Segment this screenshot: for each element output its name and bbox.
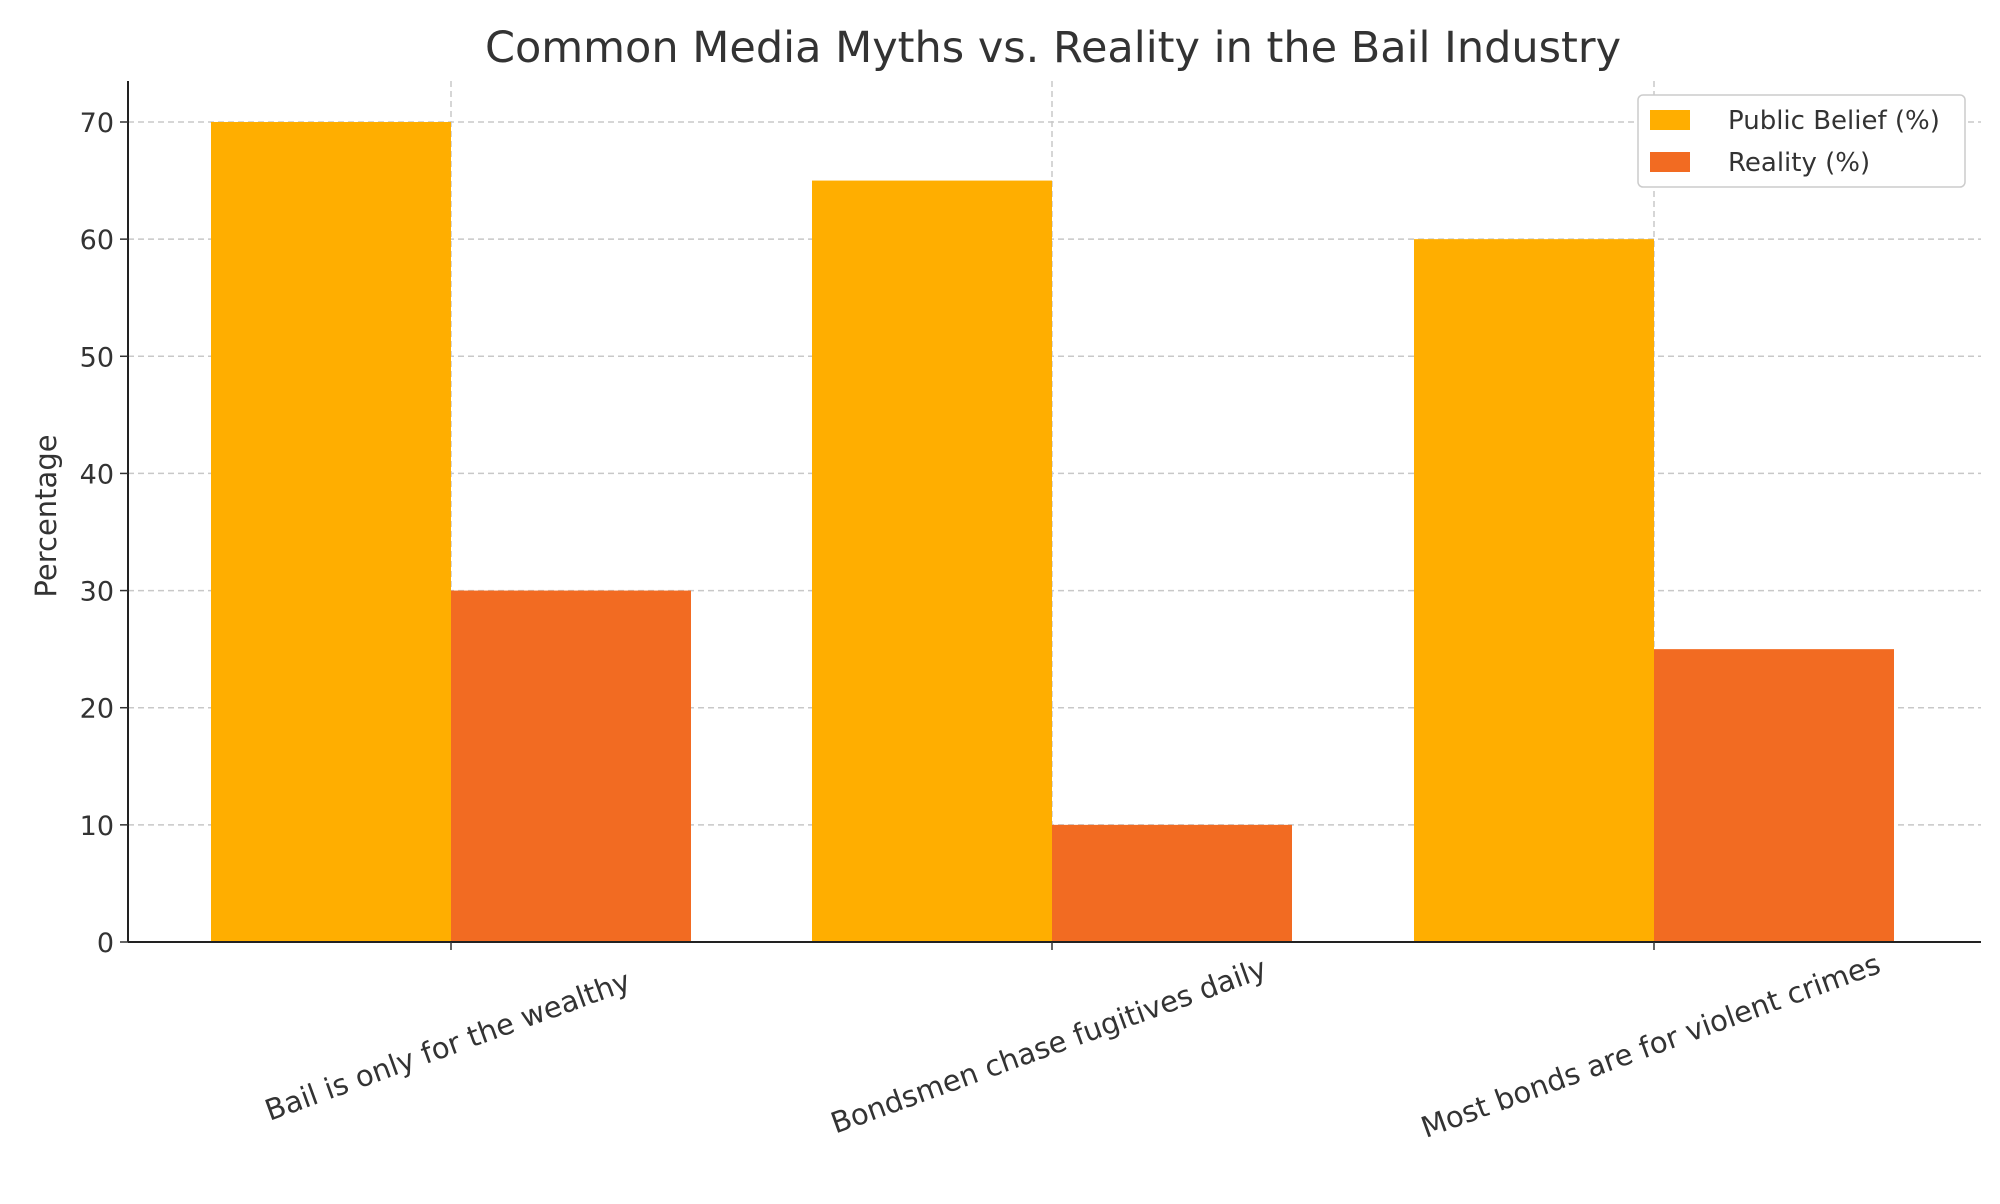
- legend-swatch: [1650, 110, 1690, 130]
- x-tick-label: Most bonds are for violent crimes: [1416, 947, 1884, 1145]
- y-tick-label: 20: [80, 694, 114, 725]
- bar-reality: [1654, 649, 1894, 942]
- y-tick-label: 0: [97, 928, 114, 959]
- legend-box: [1637, 94, 1966, 188]
- bar-public-belief: [1414, 239, 1654, 943]
- y-tick-label: 10: [80, 811, 114, 842]
- y-tick-label: 30: [80, 577, 114, 608]
- y-ticks: 0 10 20 30 40 50 60 70: [80, 108, 128, 959]
- legend-swatch: [1650, 152, 1690, 172]
- bar-reality: [1052, 824, 1292, 942]
- bar-reality: [451, 590, 691, 942]
- x-tick-label: Bail is only for the wealthy: [260, 964, 634, 1128]
- y-tick-label: 70: [80, 108, 114, 139]
- legend-label: Public Belief (%): [1728, 106, 1940, 136]
- y-tick-label: 60: [80, 225, 114, 256]
- x-ticks: Bail is only for the wealthy Bondsmen cha…: [260, 942, 1885, 1145]
- axes: [127, 81, 1981, 943]
- bar-public-belief: [211, 122, 451, 942]
- x-tick-label: Bondsmen chase fugitives daily: [826, 951, 1271, 1141]
- y-tick-label: 50: [80, 342, 114, 373]
- bars: [211, 122, 1894, 943]
- y-tick-label: 40: [80, 459, 114, 490]
- legend-label: Reality (%): [1728, 148, 1870, 178]
- chart-title: Common Media Myths vs. Reality in the Ba…: [485, 23, 1621, 73]
- bar-public-belief: [812, 180, 1052, 943]
- y-axis-label: Percentage: [29, 434, 63, 597]
- legend: Public Belief (%) Reality (%): [1637, 94, 1966, 188]
